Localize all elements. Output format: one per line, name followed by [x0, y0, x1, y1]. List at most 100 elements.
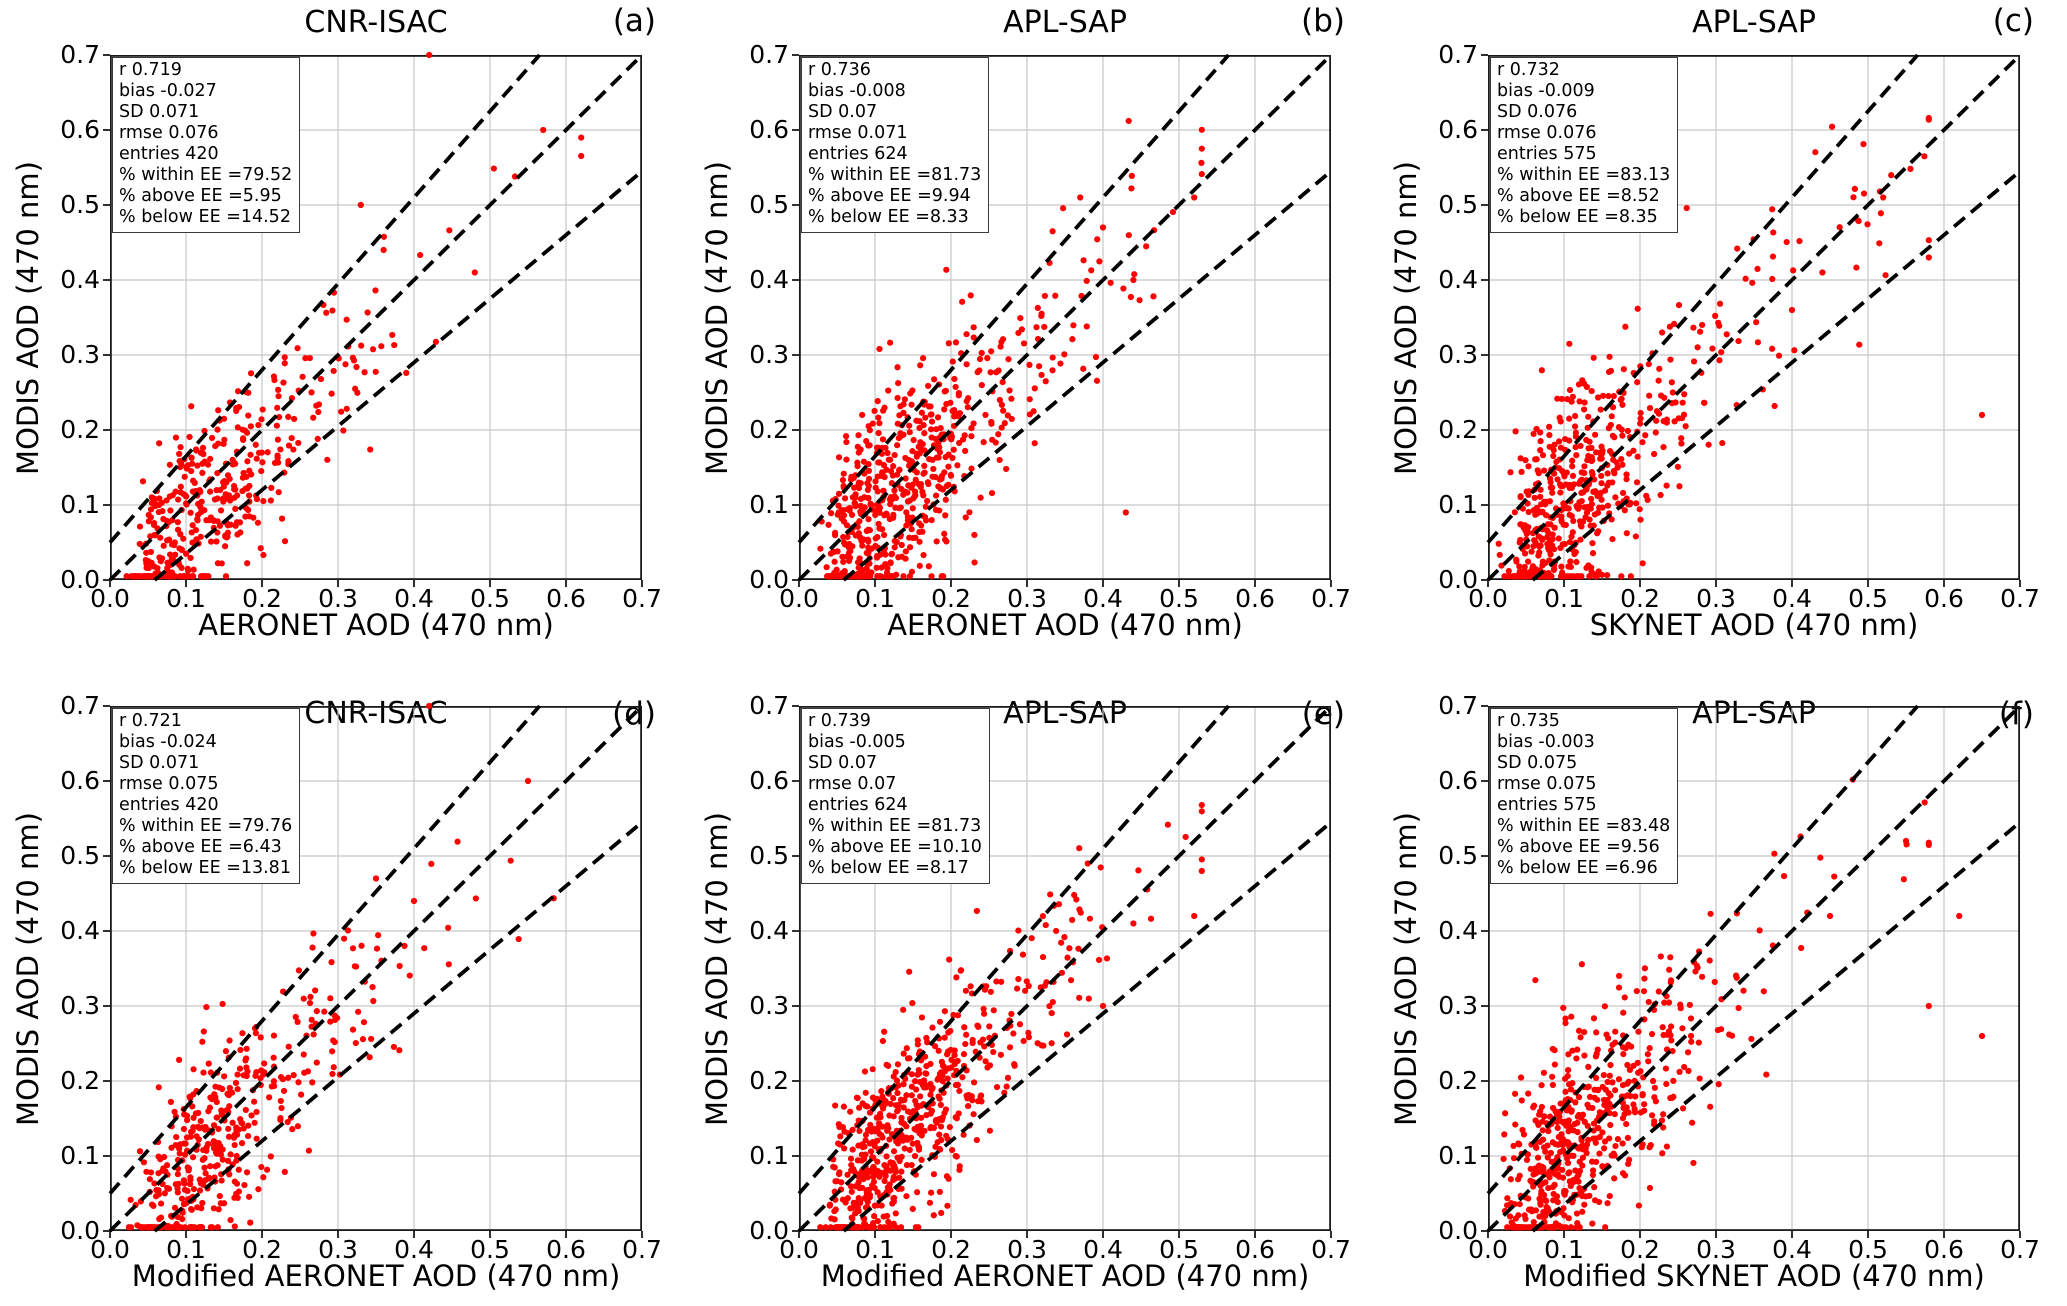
y-tick-label: 0.3 [1438, 991, 1478, 1020]
y-tick-label: 0.3 [749, 991, 789, 1020]
x-tick-label: 0.0 [779, 1235, 819, 1264]
x-tick-label: 0.4 [1083, 1235, 1123, 1264]
y-tick-label: 0.6 [749, 115, 789, 144]
panel-title: APL-SAP [1692, 696, 1816, 731]
x-tick-label: 0.3 [318, 584, 358, 613]
x-tick-label: 0.2 [1620, 584, 1660, 613]
stat-line-sd: SD 0.075 [1497, 753, 1578, 773]
stat-line-below-ee: % below EE =8.17 [808, 858, 969, 878]
x-tick-label: 0.3 [1007, 584, 1047, 613]
y-tick-label: 0.2 [749, 415, 789, 444]
x-tick-label: 0.5 [1159, 1235, 1199, 1264]
x-tick-label: 0.2 [931, 584, 971, 613]
x-axis-label: SKYNET AOD (470 nm) [1589, 608, 1919, 642]
panel-f: APL-SAP (f) MODIS AOD (470 nm) r 0.735 b… [1378, 653, 2067, 1306]
x-tick-label: 0.3 [1696, 1235, 1736, 1264]
y-tick-label: 0.4 [1438, 916, 1478, 945]
y-tick-label: 0.0 [749, 1216, 789, 1245]
y-tick-label: 0.0 [60, 1216, 100, 1245]
stat-line-sd: SD 0.076 [1497, 102, 1578, 122]
stat-line-bias: bias -0.009 [1497, 81, 1595, 101]
stat-line-rmse: rmse 0.07 [808, 774, 897, 794]
y-tick-label: 0.0 [60, 565, 100, 594]
x-tick-label: 0.5 [1848, 1235, 1888, 1264]
x-tick-label: 0.6 [1924, 584, 1964, 613]
plot-area: r 0.732 bias -0.009 SD 0.076 rmse 0.076 … [1438, 40, 2040, 613]
y-tick-label: 0.2 [749, 1066, 789, 1095]
y-tick-label: 0.4 [749, 916, 789, 945]
x-tick-label: 0.1 [166, 1235, 206, 1264]
y-tick-label: 0.5 [60, 190, 100, 219]
stat-line-entries: entries 420 [119, 795, 219, 815]
stat-line-above-ee: % above EE =8.52 [1497, 186, 1660, 206]
panel-d: CNR-ISAC (d) MODIS AOD (470 nm) r 0.721 … [0, 653, 689, 1306]
x-tick-label: 0.2 [242, 584, 282, 613]
stat-line-below-ee: % below EE =8.33 [808, 207, 969, 227]
x-axis-label: Modified AERONET AOD (470 nm) [131, 1259, 621, 1293]
x-tick-label: 0.6 [1235, 1235, 1275, 1264]
x-tick-label: 0.6 [546, 584, 586, 613]
x-tick-label: 0.7 [622, 584, 662, 613]
y-tick-label: 0.6 [1438, 115, 1478, 144]
x-tick-label: 0.7 [2000, 584, 2040, 613]
stat-line-r: r 0.719 [119, 60, 182, 80]
y-tick-label: 0.2 [60, 1066, 100, 1095]
x-tick-label: 0.3 [318, 1235, 358, 1264]
y-tick-label: 0.1 [749, 490, 789, 519]
y-tick-label: 0.3 [1438, 340, 1478, 369]
x-tick-label: 0.7 [2000, 1235, 2040, 1264]
stat-line-within-ee: % within EE =83.48 [1497, 816, 1671, 836]
x-tick-label: 0.4 [1772, 584, 1812, 613]
panel-title: CNR-ISAC [304, 696, 448, 731]
stat-line-r: r 0.739 [808, 711, 871, 731]
plot-area: r 0.719 bias -0.027 SD 0.071 rmse 0.076 … [60, 40, 662, 613]
y-tick-label: 0.7 [749, 40, 789, 69]
stat-line-rmse: rmse 0.076 [119, 123, 219, 143]
x-axis-label: AERONET AOD (470 nm) [198, 608, 554, 642]
y-tick-label: 0.7 [749, 691, 789, 720]
stat-line-sd: SD 0.071 [119, 753, 200, 773]
y-tick-label: 0.5 [1438, 841, 1478, 870]
x-tick-label: 0.4 [394, 1235, 434, 1264]
y-tick-label: 0.2 [1438, 1066, 1478, 1095]
stats-box: r 0.721 bias -0.024 SD 0.071 rmse 0.075 … [112, 708, 301, 884]
panel-title: APL-SAP [1692, 5, 1816, 40]
y-tick-label: 0.6 [60, 115, 100, 144]
y-tick-label: 0.7 [60, 40, 100, 69]
x-tick-label: 0.4 [1083, 584, 1123, 613]
y-tick-label: 0.1 [1438, 1141, 1478, 1170]
x-axis-label: Modified AERONET AOD (470 nm) [820, 1259, 1310, 1293]
stat-line-within-ee: % within EE =81.73 [808, 165, 982, 185]
stat-line-above-ee: % above EE =10.10 [808, 837, 982, 857]
y-tick-label: 0.4 [749, 265, 789, 294]
stats-box: r 0.719 bias -0.027 SD 0.071 rmse 0.076 … [112, 57, 301, 233]
scatter-canvas [103, 702, 644, 1238]
y-tick-label: 0.2 [60, 415, 100, 444]
x-axis-label: AERONET AOD (470 nm) [887, 608, 1243, 642]
plot-area: r 0.736 bias -0.008 SD 0.07 rmse 0.071 e… [749, 40, 1351, 613]
y-tick-label: 0.0 [1438, 565, 1478, 594]
scatter-canvas [1481, 53, 2022, 587]
y-tick-label: 0.5 [749, 190, 789, 219]
y-tick-label: 0.5 [60, 841, 100, 870]
panel-e: APL-SAP (e) MODIS AOD (470 nm) r 0.739 b… [689, 653, 1378, 1306]
x-tick-label: 0.4 [1772, 1235, 1812, 1264]
stat-line-rmse: rmse 0.071 [808, 123, 908, 143]
panel-title: APL-SAP [1003, 5, 1127, 40]
y-tick-label: 0.0 [1438, 1216, 1478, 1245]
panel-title: CNR-ISAC [304, 5, 448, 40]
panel-a: CNR-ISAC (a) MODIS AOD (470 nm) r 0.719 … [0, 0, 689, 653]
x-tick-label: 0.5 [470, 584, 510, 613]
stat-line-r: r 0.735 [1497, 711, 1560, 731]
stat-line-rmse: rmse 0.076 [1497, 123, 1597, 143]
stat-line-within-ee: % within EE =79.52 [119, 165, 293, 185]
x-tick-label: 0.5 [470, 1235, 510, 1264]
stat-line-sd: SD 0.071 [119, 102, 200, 122]
x-tick-label: 0.4 [394, 584, 434, 613]
x-tick-label: 0.2 [1620, 1235, 1660, 1264]
y-tick-label: 0.1 [60, 1141, 100, 1170]
x-tick-label: 0.3 [1696, 584, 1736, 613]
x-tick-label: 0.6 [546, 1235, 586, 1264]
stat-line-above-ee: % above EE =9.56 [1497, 837, 1660, 857]
y-tick-label: 0.4 [60, 916, 100, 945]
